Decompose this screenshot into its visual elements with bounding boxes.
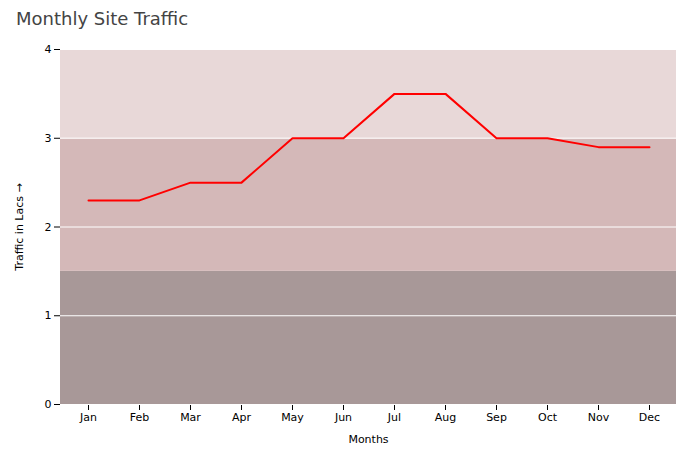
svg-text:Aug: Aug [435, 411, 456, 424]
html-text:Monthly Site Traffic: Monthly Site Traffic [16, 8, 189, 29]
svg-text:0: 0 [45, 398, 52, 411]
svg-text:Dec: Dec [639, 411, 660, 424]
svg-text:3: 3 [45, 132, 52, 145]
svg-text:Months: Months [348, 433, 388, 446]
svg-text:Feb: Feb [130, 411, 149, 424]
svg-text:Jul: Jul [387, 411, 401, 424]
svg-text:Nov: Nov [588, 411, 610, 424]
svg-text:Jan: Jan [79, 411, 97, 424]
svg-text:4: 4 [45, 43, 52, 56]
svg-text:Traffic in Lacs →: Traffic in Lacs → [13, 183, 26, 271]
svg-text:Apr: Apr [232, 411, 252, 424]
svg-text:1: 1 [45, 309, 52, 322]
svg-text:2: 2 [45, 221, 52, 234]
svg-text:Jun: Jun [334, 411, 352, 424]
svg-text:Sep: Sep [486, 411, 507, 424]
svg-text:Oct: Oct [538, 411, 558, 424]
svg-text:Mar: Mar [180, 411, 201, 424]
svg-text:May: May [281, 411, 304, 424]
